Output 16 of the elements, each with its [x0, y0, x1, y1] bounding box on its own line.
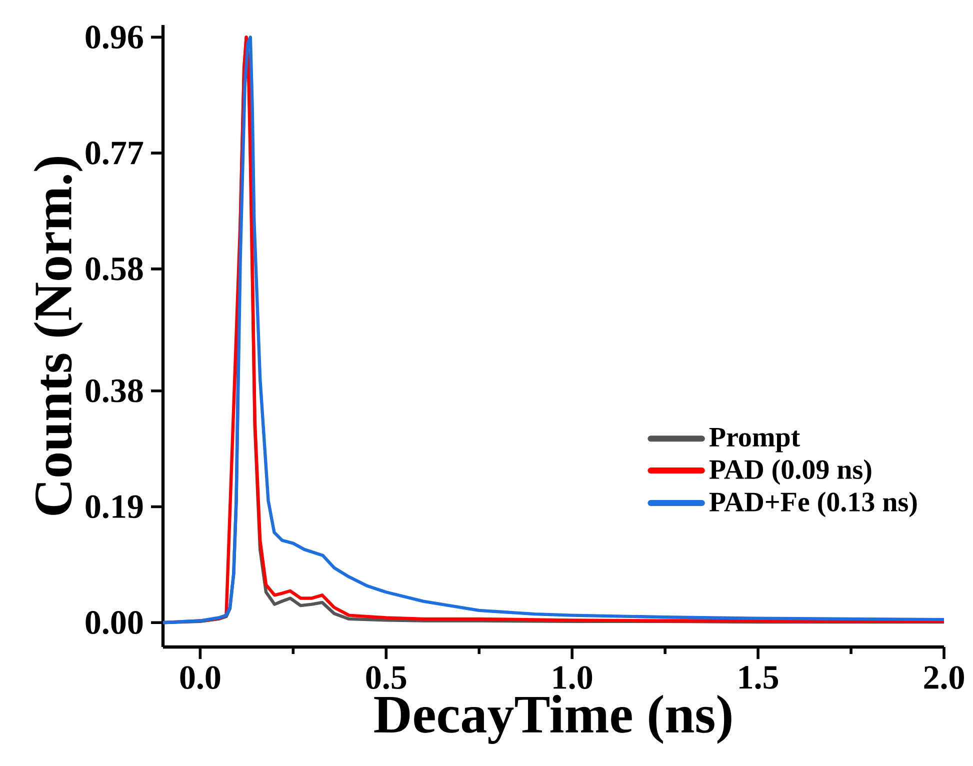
legend-label: PAD (0.09 ns)	[709, 459, 872, 485]
y-tick-label: 0.38	[86, 379, 143, 402]
y-tick-label: 0.19	[86, 495, 143, 518]
y-tick-label: 0.58	[86, 257, 143, 280]
x-tick-label: 1.5	[740, 666, 778, 689]
x-axis-title: DecayTime (ns)	[374, 694, 732, 744]
legend-label: PAD+Fe (0.13 ns)	[709, 492, 917, 518]
x-tick-label: 2.0	[924, 666, 964, 690]
y-tick-label: 0.96	[86, 26, 143, 49]
x-tick-label: 0.0	[180, 666, 220, 690]
y-axis-title: Counts (Norm.)	[34, 156, 83, 515]
legend-label: Prompt	[709, 428, 800, 452]
x-tick-label: 1.0	[554, 666, 592, 690]
y-tick-label: 0.00	[86, 611, 143, 634]
y-tick-label: 0.77	[86, 142, 144, 165]
x-tick-label: 0.5	[366, 666, 406, 690]
